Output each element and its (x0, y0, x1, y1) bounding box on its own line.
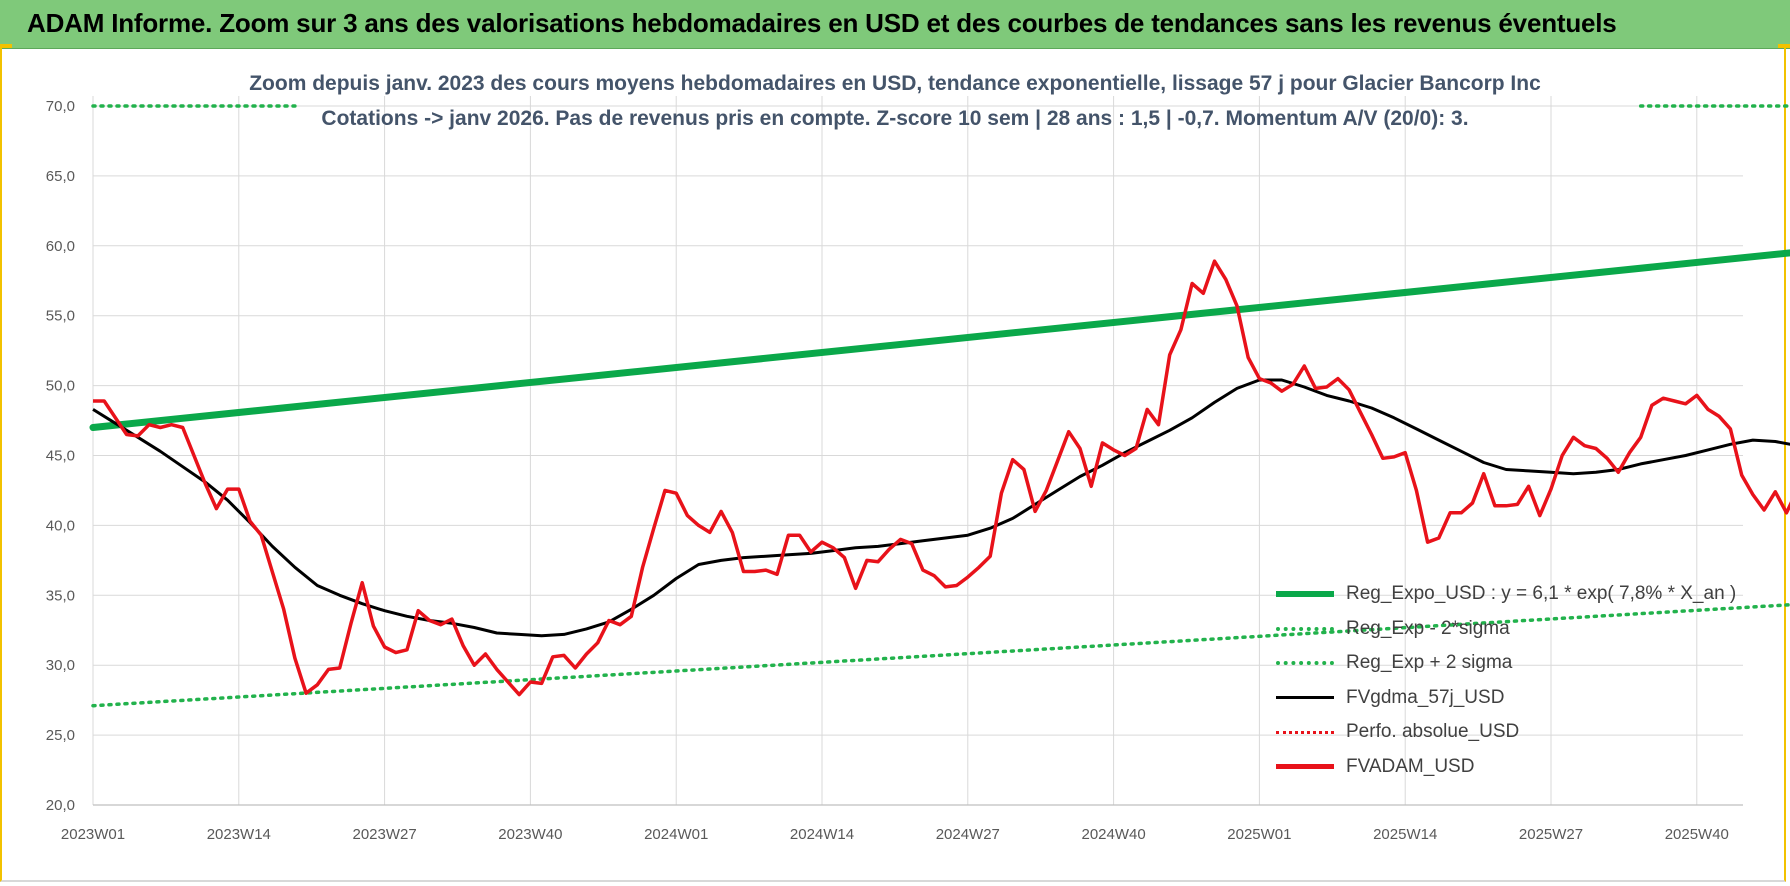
x-tick-label: 2023W01 (61, 826, 125, 843)
legend-item-reg-plus-sigma: Reg_Exp + 2 sigma (1276, 646, 1736, 681)
chart-frame (0, 48, 1786, 882)
legend-label: FVgdma_57j_USD (1346, 686, 1505, 708)
corner-marker-right (1778, 44, 1790, 48)
y-tick-label: 70,0 (46, 98, 75, 115)
chart-title: Zoom depuis janv. 2023 des cours moyens … (249, 72, 1541, 95)
legend-swatch-dotted-red (1276, 730, 1334, 734)
x-tick-label: 2023W14 (207, 826, 271, 843)
x-tick-label: 2025W27 (1519, 826, 1583, 843)
x-tick-label: 2025W40 (1665, 826, 1729, 843)
y-tick-label: 20,0 (46, 797, 75, 814)
axis-layer: 20,0 25,0 30,0 35,0 40,0 45,0 50,0 55,0 60,0 65,0… (46, 98, 1729, 843)
legend-item-fvadam: FVADAM_USD (1276, 750, 1736, 785)
x-tick-label: 2025W14 (1373, 826, 1437, 843)
x-tick-label: 2024W01 (644, 826, 708, 843)
legend-swatch-solid-red (1276, 764, 1334, 770)
legend-label: FVADAM_USD (1346, 755, 1475, 777)
y-tick-label: 50,0 (46, 378, 75, 395)
legend-item-reg-minus-sigma: Reg_Exp - 2*sigma (1276, 612, 1736, 647)
x-tick-label: 2025W01 (1227, 826, 1291, 843)
legend-swatch-solid-green (1276, 591, 1334, 598)
legend-label: Reg_Exp + 2 sigma (1346, 652, 1513, 674)
y-tick-label: 60,0 (46, 238, 75, 255)
series-reg-minus-sigma-line (91, 603, 1790, 708)
legend-label: Perfo. absolue_USD (1346, 721, 1520, 743)
x-tick-label: 2024W40 (1081, 826, 1145, 843)
x-tick-label: 2024W14 (790, 826, 854, 843)
chart-legend: Reg_Expo_USD : y = 6,1 * exp( 7,8% * X_a… (1276, 577, 1736, 784)
legend-item-reg-expo: Reg_Expo_USD : y = 6,1 * exp( 7,8% * X_a… (1276, 577, 1736, 612)
series-reg-expo-line (89, 249, 1790, 431)
y-tick-label: 55,0 (46, 308, 75, 325)
y-tick-label: 40,0 (46, 517, 75, 534)
y-tick-label: 25,0 (46, 727, 75, 744)
y-tick-label: 65,0 (46, 168, 75, 185)
series-fvadam-line (93, 259, 1790, 697)
x-tick-label: 2023W40 (498, 826, 562, 843)
y-tick-label: 45,0 (46, 448, 75, 465)
legend-swatch-solid-black (1276, 696, 1334, 700)
chart-subtitle: Cotations -> janv 2026. Pas de revenus p… (321, 107, 1469, 130)
series-fvgdma-line (92, 378, 1790, 638)
legend-item-perfo: Perfo. absolue_USD (1276, 715, 1736, 750)
y-tick-label: 35,0 (46, 587, 75, 604)
legend-swatch-dotted-green (1276, 626, 1334, 631)
header-bar: ADAM Informe. Zoom sur 3 ans des valoris… (0, 0, 1790, 49)
series-layer (89, 104, 1790, 708)
corner-marker-left (0, 44, 12, 48)
x-tick-label: 2023W27 (352, 826, 416, 843)
y-tick-label: 30,0 (46, 657, 75, 674)
legend-label: Reg_Exp - 2*sigma (1346, 617, 1510, 639)
legend-label: Reg_Expo_USD : y = 6,1 * exp( 7,8% * X_a… (1346, 583, 1737, 605)
page-title: ADAM Informe. Zoom sur 3 ans des valoris… (27, 8, 1617, 38)
x-tick-label: 2024W27 (936, 826, 1000, 843)
legend-swatch-dotted-green (1276, 661, 1334, 666)
legend-item-fvgdma: FVgdma_57j_USD (1276, 681, 1736, 716)
